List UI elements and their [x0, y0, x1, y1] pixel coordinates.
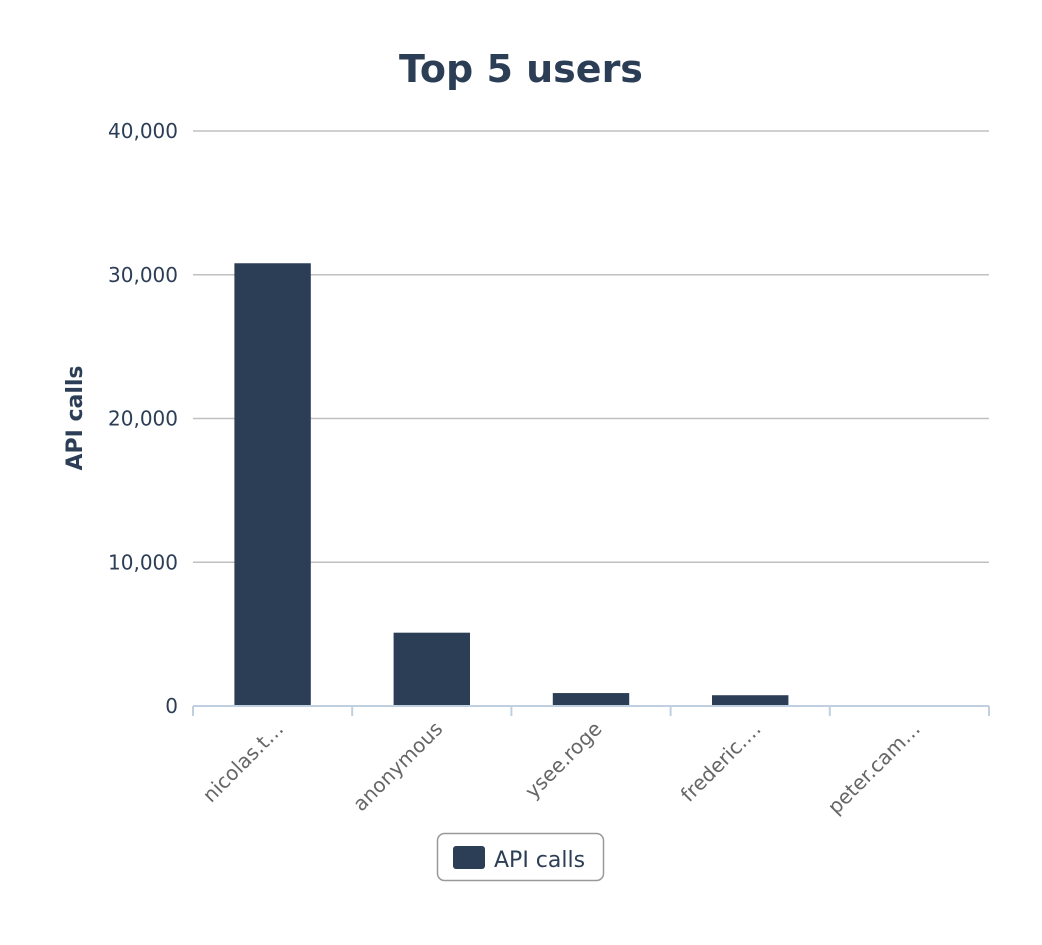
bars [234, 263, 789, 706]
x-tick-label: anonymous [348, 717, 447, 816]
bar[interactable] [552, 693, 630, 706]
gridlines [193, 130, 989, 563]
bar[interactable] [711, 695, 789, 706]
legend[interactable]: API calls [436, 832, 605, 882]
x-axis-ticks: nicolas.t… anonymous ysee.roge frederic.… pe… [198, 717, 925, 819]
x-axis [192, 705, 990, 716]
chart-title: Top 5 users [399, 47, 643, 91]
y-axis-label: API calls [63, 365, 88, 470]
x-tick-label: frederic.… [676, 717, 766, 807]
y-tick-label: 40,000 [108, 119, 178, 143]
x-tick-label: peter.cam… [823, 717, 925, 819]
x-tick-label: nicolas.t… [198, 717, 288, 807]
y-tick-label: 0 [165, 694, 178, 718]
x-tick-label: ysee.roge [520, 717, 606, 803]
y-tick-label: 30,000 [108, 263, 178, 287]
y-axis-ticks: 0 10,000 20,000 30,000 40,000 [108, 119, 178, 718]
bar[interactable] [234, 263, 311, 706]
legend-swatch [453, 846, 485, 869]
legend-label: API calls [494, 848, 585, 873]
y-tick-label: 10,000 [108, 550, 178, 574]
bar[interactable] [393, 632, 471, 706]
y-tick-label: 20,000 [108, 407, 178, 431]
